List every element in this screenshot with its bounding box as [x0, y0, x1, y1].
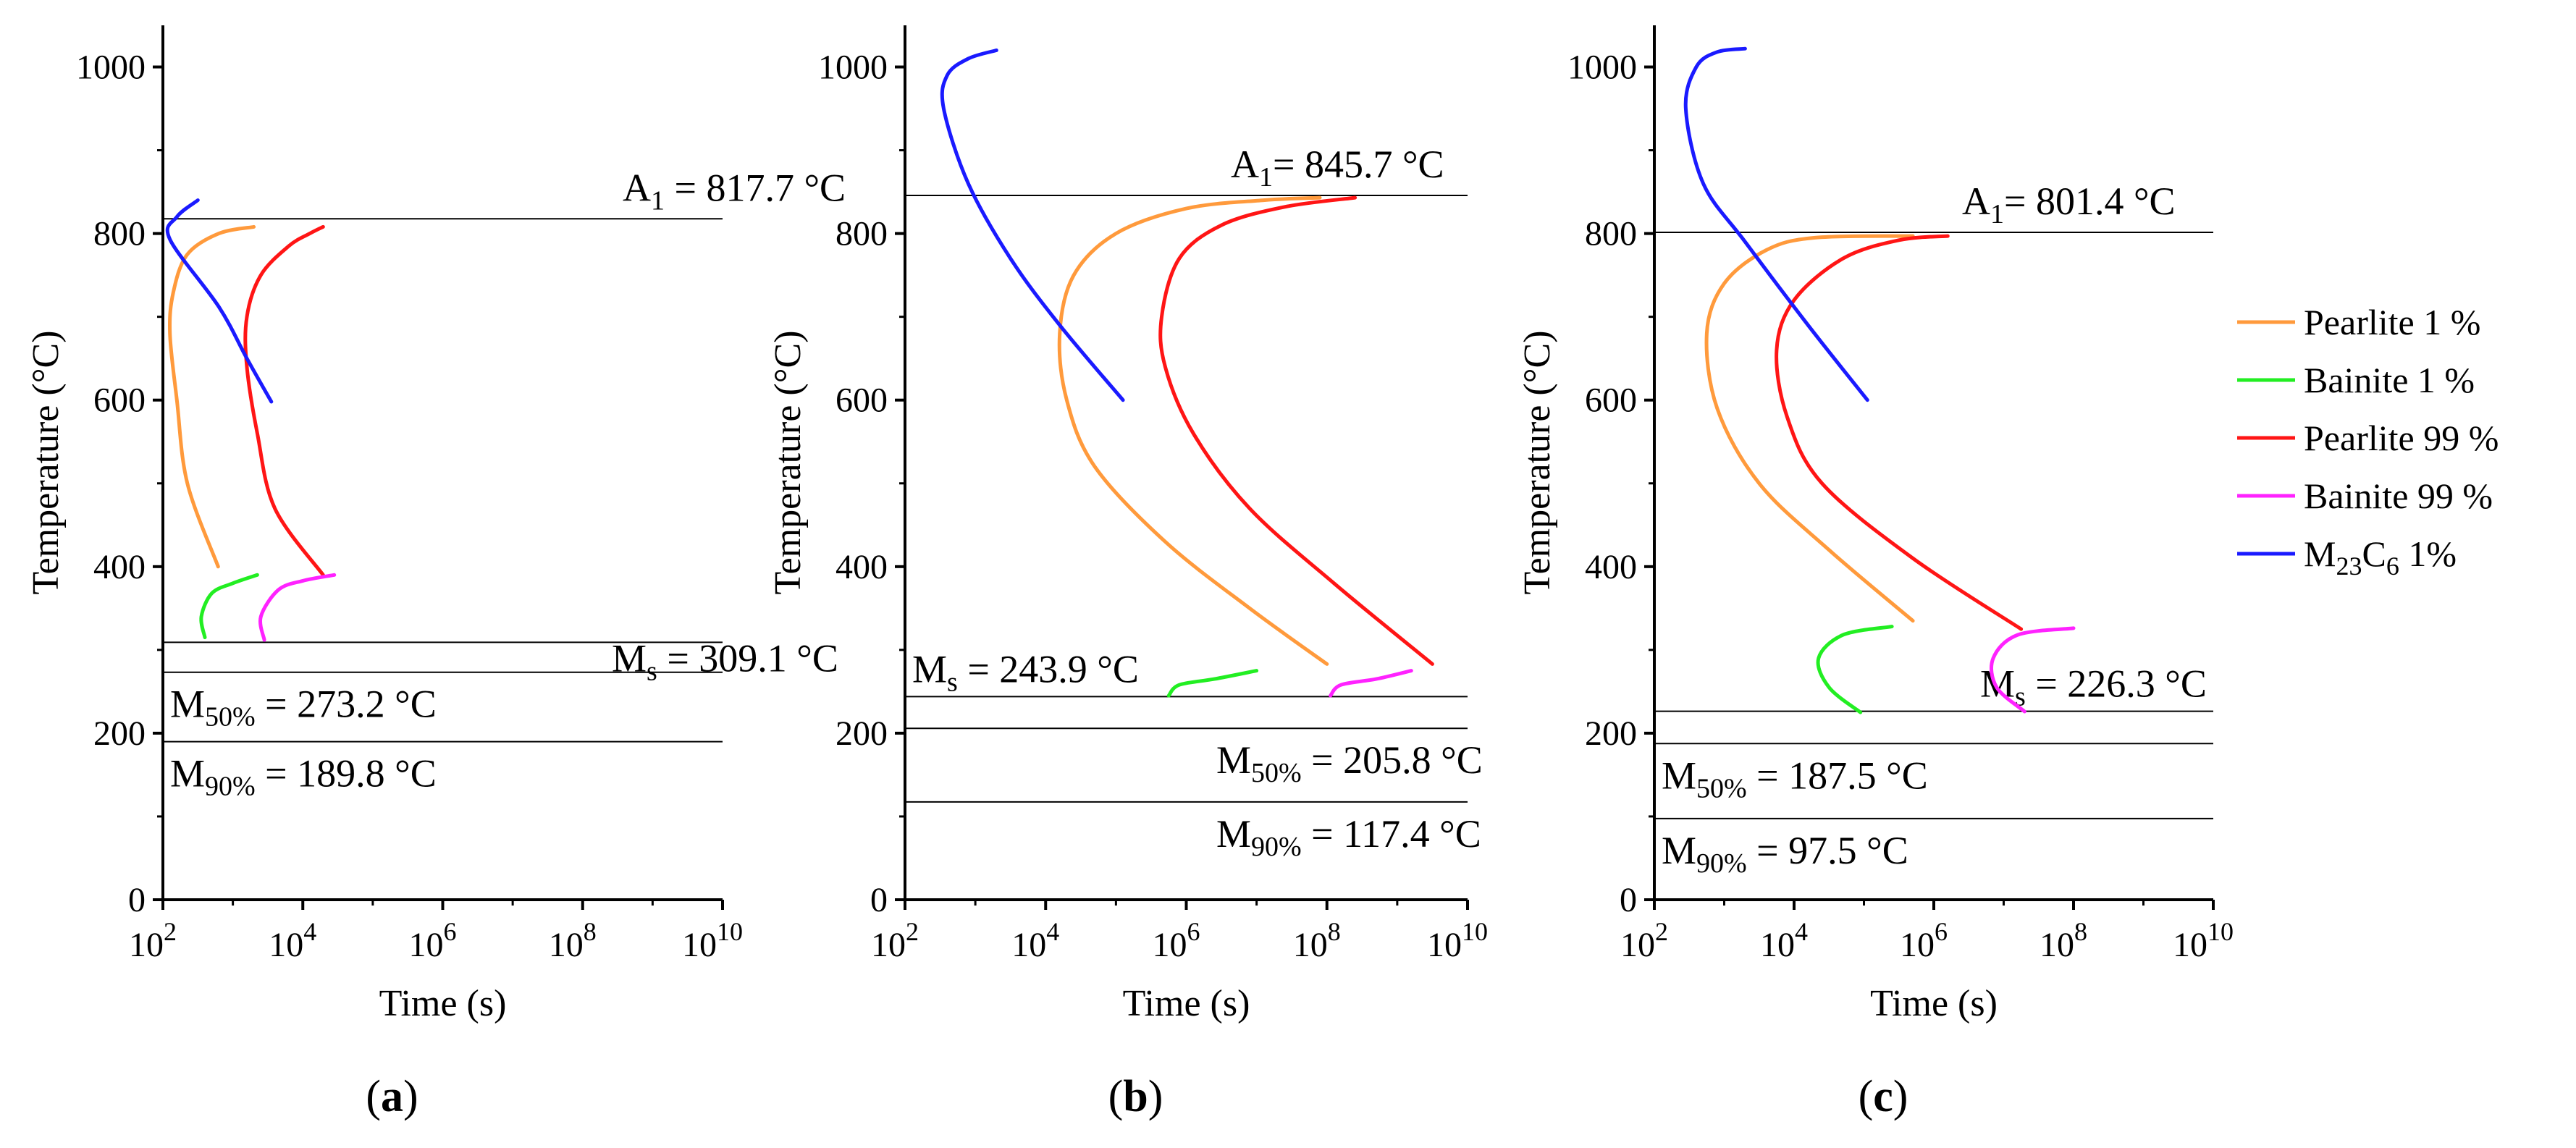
- y-tick-label: 800: [93, 215, 146, 253]
- x-tick-label: 104: [1760, 917, 1808, 964]
- series-line-pearlite_99: [243, 224, 325, 577]
- ref-label-M90: M90% = 189.8 °C: [170, 752, 437, 802]
- legend-label: Bainite 99 %: [2304, 476, 2493, 516]
- y-tick-label: 1000: [818, 48, 888, 87]
- y-axis-title: Temperature (°C): [1517, 330, 1558, 594]
- x-tick-label: 106: [1900, 917, 1948, 964]
- series-line-m23c6_1: [165, 198, 274, 404]
- y-tick-label: 400: [93, 548, 146, 586]
- legend-label: Bainite 1 %: [2304, 360, 2475, 400]
- x-axis-title: Time (s): [1870, 983, 1998, 1024]
- series-line-m23c6_1: [940, 48, 1125, 402]
- x-tick-label: 108: [1293, 917, 1341, 964]
- ref-label-A1: A1 = 817.7 °C: [623, 166, 846, 216]
- series-line-bainite_99: [1990, 626, 2076, 714]
- y-tick-label: 0: [870, 881, 888, 919]
- y-axis-title: Temperature (°C): [767, 330, 809, 594]
- y-tick-label: 0: [128, 881, 146, 919]
- x-tick-label: 1010: [1427, 917, 1488, 964]
- series-line-bainite_99: [258, 573, 337, 642]
- legend-item-pearlite_1: Pearlite 1 %: [2237, 302, 2480, 342]
- ref-label-A1: A1= 801.4 °C: [1962, 180, 2176, 229]
- chart-panel-b: 0 200 400 600 800 1000 102 104 106 108 1010 Time (s…: [767, 25, 1488, 1121]
- panel-label: (c): [1859, 1072, 1908, 1121]
- ref-label-Ms: Ms = 243.9 °C: [912, 647, 1139, 697]
- y-tick-label: 400: [835, 548, 888, 586]
- series-line-pearlite_99: [1775, 234, 2024, 631]
- y-tick-label: 600: [93, 381, 146, 420]
- ref-label-M50: M50% = 205.8 °C: [1216, 738, 1483, 788]
- x-tick-label: 104: [269, 917, 316, 964]
- panel-label: (a): [366, 1072, 418, 1121]
- chart-panel-c: 0 200 400 600 800 1000 102 104 106 108 1010 Time (s…: [1517, 25, 2234, 1121]
- panel-label: (b): [1108, 1072, 1163, 1121]
- series-line-pearlite_1: [1704, 234, 1915, 623]
- ref-label-M50: M50% = 187.5 °C: [1662, 754, 1928, 803]
- ref-label-M50: M50% = 273.2 °C: [170, 683, 437, 733]
- x-tick-label: 1010: [682, 917, 743, 964]
- y-tick-label: 1000: [1567, 48, 1637, 87]
- y-tick-label: 800: [835, 215, 888, 253]
- series-line-pearlite_1: [168, 224, 256, 569]
- legend-label: Pearlite 99 %: [2304, 418, 2499, 458]
- x-axis-title: Time (s): [1123, 983, 1250, 1024]
- series-line-bainite_1: [1166, 669, 1259, 698]
- legend-item-bainite_99: Bainite 99 %: [2237, 476, 2493, 516]
- legend-item-pearlite_99: Pearlite 99 %: [2237, 418, 2499, 458]
- ref-label-M90: M90% = 117.4 °C: [1216, 812, 1481, 862]
- x-tick-label: 1010: [2173, 917, 2234, 964]
- x-tick-label: 102: [129, 917, 177, 964]
- x-axis-title: Time (s): [379, 983, 507, 1024]
- x-tick-label: 102: [871, 917, 919, 964]
- x-tick-label: 102: [1620, 917, 1668, 964]
- series-line-pearlite_99: [1158, 195, 1434, 666]
- x-tick-label: 104: [1011, 917, 1059, 964]
- y-tick-label: 800: [1585, 215, 1637, 253]
- y-tick-label: 1000: [76, 48, 146, 87]
- y-tick-label: 600: [1585, 381, 1637, 420]
- series-line-bainite_1: [199, 573, 259, 640]
- series-line-bainite_1: [1816, 625, 1894, 714]
- x-tick-label: 106: [409, 917, 457, 964]
- x-tick-label: 106: [1153, 917, 1200, 964]
- legend: Pearlite 1 % Bainite 1 % Pearlite 99 % Bain…: [2237, 302, 2499, 581]
- y-axis-title: Temperature (°C): [25, 330, 67, 594]
- y-tick-label: 200: [835, 714, 888, 753]
- series-line-m23c6_1: [1683, 46, 1869, 402]
- x-tick-label: 108: [2040, 917, 2087, 964]
- legend-item-bainite_1: Bainite 1 %: [2237, 360, 2475, 400]
- y-tick-label: 600: [835, 381, 888, 420]
- y-tick-label: 0: [1620, 881, 1637, 919]
- y-tick-label: 200: [1585, 714, 1637, 753]
- y-tick-label: 200: [93, 714, 146, 753]
- chart-panel-a: 0 200 400 600 800 1000 102 104 106 108 1010 Time (s…: [25, 25, 846, 1121]
- x-tick-label: 108: [549, 917, 597, 964]
- legend-label: Pearlite 1 %: [2304, 302, 2480, 342]
- legend-label: M23C6 1%: [2304, 533, 2457, 581]
- y-tick-label: 400: [1585, 548, 1637, 586]
- ref-label-A1: A1= 845.7 °C: [1231, 143, 1444, 193]
- ref-label-M90: M90% = 97.5 °C: [1662, 829, 1908, 879]
- legend-item-m23c6_1: M23C6 1%: [2237, 533, 2457, 581]
- series-line-bainite_99: [1329, 669, 1413, 698]
- ref-label-Ms: Ms = 309.1 °C: [612, 636, 838, 686]
- series-line-pearlite_1: [1057, 195, 1329, 666]
